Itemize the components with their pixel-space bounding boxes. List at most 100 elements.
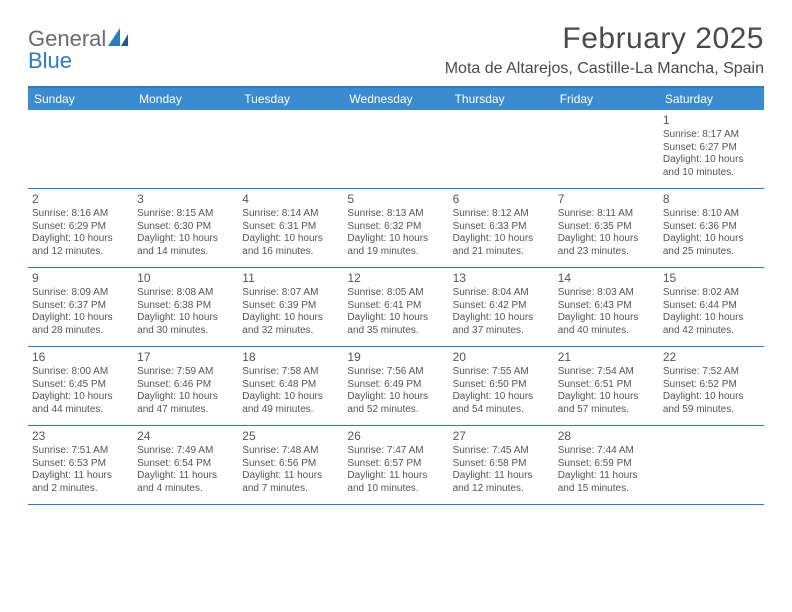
day-cell: 18Sunrise: 7:58 AMSunset: 6:48 PMDayligh… <box>238 347 343 425</box>
week-row: 9Sunrise: 8:09 AMSunset: 6:37 PMDaylight… <box>28 268 764 347</box>
day-number: 17 <box>137 350 234 365</box>
day-cell: 28Sunrise: 7:44 AMSunset: 6:59 PMDayligh… <box>554 426 659 504</box>
sunset-line: Sunset: 6:59 PM <box>558 458 655 471</box>
day-header: Monday <box>133 88 238 110</box>
day-cell: 19Sunrise: 7:56 AMSunset: 6:49 PMDayligh… <box>343 347 448 425</box>
day-number: 4 <box>242 192 339 207</box>
sunset-line: Sunset: 6:42 PM <box>453 300 550 313</box>
day-cell: 26Sunrise: 7:47 AMSunset: 6:57 PMDayligh… <box>343 426 448 504</box>
day-number: 13 <box>453 271 550 286</box>
sunset-line: Sunset: 6:35 PM <box>558 221 655 234</box>
sunset-line: Sunset: 6:56 PM <box>242 458 339 471</box>
week-row: 2Sunrise: 8:16 AMSunset: 6:29 PMDaylight… <box>28 189 764 268</box>
sunrise-line: Sunrise: 8:14 AM <box>242 208 339 221</box>
day-cell: 22Sunrise: 7:52 AMSunset: 6:52 PMDayligh… <box>659 347 764 425</box>
day-cell: 13Sunrise: 8:04 AMSunset: 6:42 PMDayligh… <box>449 268 554 346</box>
daylight-line: Daylight: 11 hours and 10 minutes. <box>347 470 444 495</box>
day-number: 3 <box>137 192 234 207</box>
day-number: 26 <box>347 429 444 444</box>
daylight-line: Daylight: 10 hours and 44 minutes. <box>32 391 129 416</box>
brand-logo: General Blue <box>28 22 128 72</box>
week-row: 23Sunrise: 7:51 AMSunset: 6:53 PMDayligh… <box>28 426 764 505</box>
day-number: 25 <box>242 429 339 444</box>
brand-part2: Blue <box>28 48 72 73</box>
sunset-line: Sunset: 6:31 PM <box>242 221 339 234</box>
location-subtitle: Mota de Altarejos, Castille-La Mancha, S… <box>445 60 764 78</box>
day-cell: 11Sunrise: 8:07 AMSunset: 6:39 PMDayligh… <box>238 268 343 346</box>
title-block: February 2025 Mota de Altarejos, Castill… <box>445 22 764 78</box>
day-cell <box>659 426 764 504</box>
daylight-line: Daylight: 10 hours and 42 minutes. <box>663 312 760 337</box>
day-number: 7 <box>558 192 655 207</box>
sunrise-line: Sunrise: 8:03 AM <box>558 287 655 300</box>
daylight-line: Daylight: 11 hours and 2 minutes. <box>32 470 129 495</box>
day-header: Wednesday <box>343 88 448 110</box>
day-cell: 20Sunrise: 7:55 AMSunset: 6:50 PMDayligh… <box>449 347 554 425</box>
sunrise-line: Sunrise: 7:49 AM <box>137 445 234 458</box>
sunset-line: Sunset: 6:48 PM <box>242 379 339 392</box>
day-cell: 14Sunrise: 8:03 AMSunset: 6:43 PMDayligh… <box>554 268 659 346</box>
sunset-line: Sunset: 6:27 PM <box>663 142 760 155</box>
day-cell: 2Sunrise: 8:16 AMSunset: 6:29 PMDaylight… <box>28 189 133 267</box>
day-cell <box>449 110 554 188</box>
sunset-line: Sunset: 6:45 PM <box>32 379 129 392</box>
sunset-line: Sunset: 6:58 PM <box>453 458 550 471</box>
sunset-line: Sunset: 6:39 PM <box>242 300 339 313</box>
sunset-line: Sunset: 6:50 PM <box>453 379 550 392</box>
daylight-line: Daylight: 10 hours and 25 minutes. <box>663 233 760 258</box>
sunrise-line: Sunrise: 8:17 AM <box>663 129 760 142</box>
daylight-line: Daylight: 10 hours and 37 minutes. <box>453 312 550 337</box>
daylight-line: Daylight: 11 hours and 15 minutes. <box>558 470 655 495</box>
sunset-line: Sunset: 6:53 PM <box>32 458 129 471</box>
day-number: 11 <box>242 271 339 286</box>
day-cell: 5Sunrise: 8:13 AMSunset: 6:32 PMDaylight… <box>343 189 448 267</box>
sunrise-line: Sunrise: 8:00 AM <box>32 366 129 379</box>
day-number: 9 <box>32 271 129 286</box>
day-header: Sunday <box>28 88 133 110</box>
day-number: 23 <box>32 429 129 444</box>
sunset-line: Sunset: 6:41 PM <box>347 300 444 313</box>
day-cell: 6Sunrise: 8:12 AMSunset: 6:33 PMDaylight… <box>449 189 554 267</box>
day-cell: 15Sunrise: 8:02 AMSunset: 6:44 PMDayligh… <box>659 268 764 346</box>
day-cell: 17Sunrise: 7:59 AMSunset: 6:46 PMDayligh… <box>133 347 238 425</box>
day-cell: 24Sunrise: 7:49 AMSunset: 6:54 PMDayligh… <box>133 426 238 504</box>
day-cell: 8Sunrise: 8:10 AMSunset: 6:36 PMDaylight… <box>659 189 764 267</box>
day-header: Saturday <box>659 88 764 110</box>
day-number: 20 <box>453 350 550 365</box>
sail-icon <box>108 28 128 46</box>
sunrise-line: Sunrise: 7:47 AM <box>347 445 444 458</box>
sunset-line: Sunset: 6:51 PM <box>558 379 655 392</box>
daylight-line: Daylight: 10 hours and 28 minutes. <box>32 312 129 337</box>
day-cell: 12Sunrise: 8:05 AMSunset: 6:41 PMDayligh… <box>343 268 448 346</box>
week-row: 1Sunrise: 8:17 AMSunset: 6:27 PMDaylight… <box>28 110 764 189</box>
day-cell: 7Sunrise: 8:11 AMSunset: 6:35 PMDaylight… <box>554 189 659 267</box>
sunrise-line: Sunrise: 7:56 AM <box>347 366 444 379</box>
day-header: Tuesday <box>238 88 343 110</box>
day-cell: 9Sunrise: 8:09 AMSunset: 6:37 PMDaylight… <box>28 268 133 346</box>
day-number: 24 <box>137 429 234 444</box>
day-cell: 3Sunrise: 8:15 AMSunset: 6:30 PMDaylight… <box>133 189 238 267</box>
daylight-line: Daylight: 10 hours and 40 minutes. <box>558 312 655 337</box>
sunset-line: Sunset: 6:49 PM <box>347 379 444 392</box>
daylight-line: Daylight: 11 hours and 4 minutes. <box>137 470 234 495</box>
sunset-line: Sunset: 6:32 PM <box>347 221 444 234</box>
day-cell: 16Sunrise: 8:00 AMSunset: 6:45 PMDayligh… <box>28 347 133 425</box>
sunset-line: Sunset: 6:57 PM <box>347 458 444 471</box>
sunrise-line: Sunrise: 7:45 AM <box>453 445 550 458</box>
day-cell: 23Sunrise: 7:51 AMSunset: 6:53 PMDayligh… <box>28 426 133 504</box>
day-cell <box>133 110 238 188</box>
daylight-line: Daylight: 10 hours and 19 minutes. <box>347 233 444 258</box>
daylight-line: Daylight: 10 hours and 47 minutes. <box>137 391 234 416</box>
sunrise-line: Sunrise: 8:11 AM <box>558 208 655 221</box>
day-cell: 25Sunrise: 7:48 AMSunset: 6:56 PMDayligh… <box>238 426 343 504</box>
day-header: Friday <box>554 88 659 110</box>
sunrise-line: Sunrise: 7:52 AM <box>663 366 760 379</box>
daylight-line: Daylight: 10 hours and 21 minutes. <box>453 233 550 258</box>
sunrise-line: Sunrise: 8:09 AM <box>32 287 129 300</box>
day-number: 8 <box>663 192 760 207</box>
sunset-line: Sunset: 6:38 PM <box>137 300 234 313</box>
day-number: 15 <box>663 271 760 286</box>
month-title: February 2025 <box>445 22 764 56</box>
daylight-line: Daylight: 11 hours and 7 minutes. <box>242 470 339 495</box>
day-header: Thursday <box>449 88 554 110</box>
